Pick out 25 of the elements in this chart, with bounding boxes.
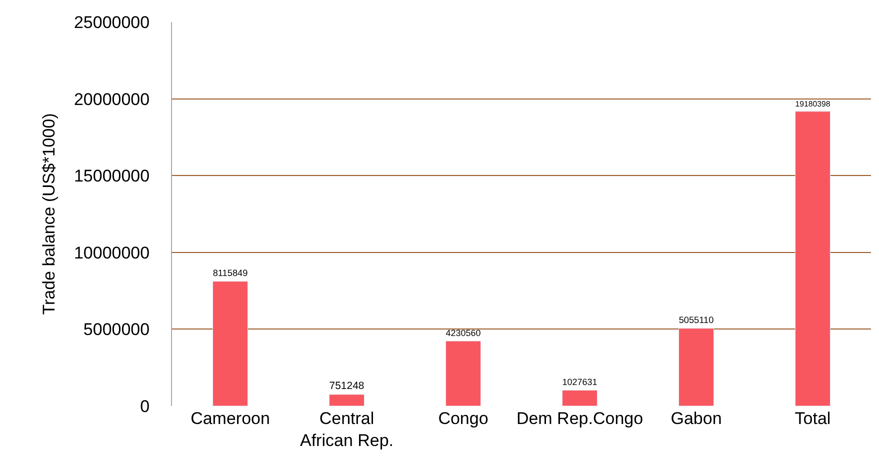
y-tick-label: 25000000 (74, 12, 150, 32)
x-tick-label: Total (794, 409, 831, 428)
data-label: 4230560 (446, 328, 481, 338)
bar (678, 328, 714, 406)
x-tick-label: Central African Rep. (300, 409, 394, 450)
data-label: 8115849 (212, 268, 248, 278)
data-label: 5055110 (678, 315, 714, 326)
data-label: 1027631 (562, 377, 598, 388)
y-axis-title: Trade balance (US$*1000) (40, 113, 59, 315)
y-tick-label: 5000000 (83, 320, 150, 340)
bar (329, 394, 364, 406)
x-tick-label: Cameroon (190, 409, 270, 428)
y-tick-label: 20000000 (74, 90, 150, 109)
x-tick-label: Gabon (670, 409, 722, 428)
bar (795, 111, 830, 406)
y-tick-label: 0 (140, 396, 150, 416)
bar (212, 281, 248, 406)
y-tick-label: 10000000 (74, 243, 150, 262)
bar (446, 340, 481, 406)
data-label: 751248 (329, 380, 364, 392)
x-tick-label: Dem Rep.Congo (516, 409, 644, 428)
y-tick-label: 15000000 (74, 166, 150, 186)
data-label: 19180398 (795, 100, 831, 109)
bar (562, 390, 598, 406)
x-tick-label: Congo (438, 409, 488, 428)
